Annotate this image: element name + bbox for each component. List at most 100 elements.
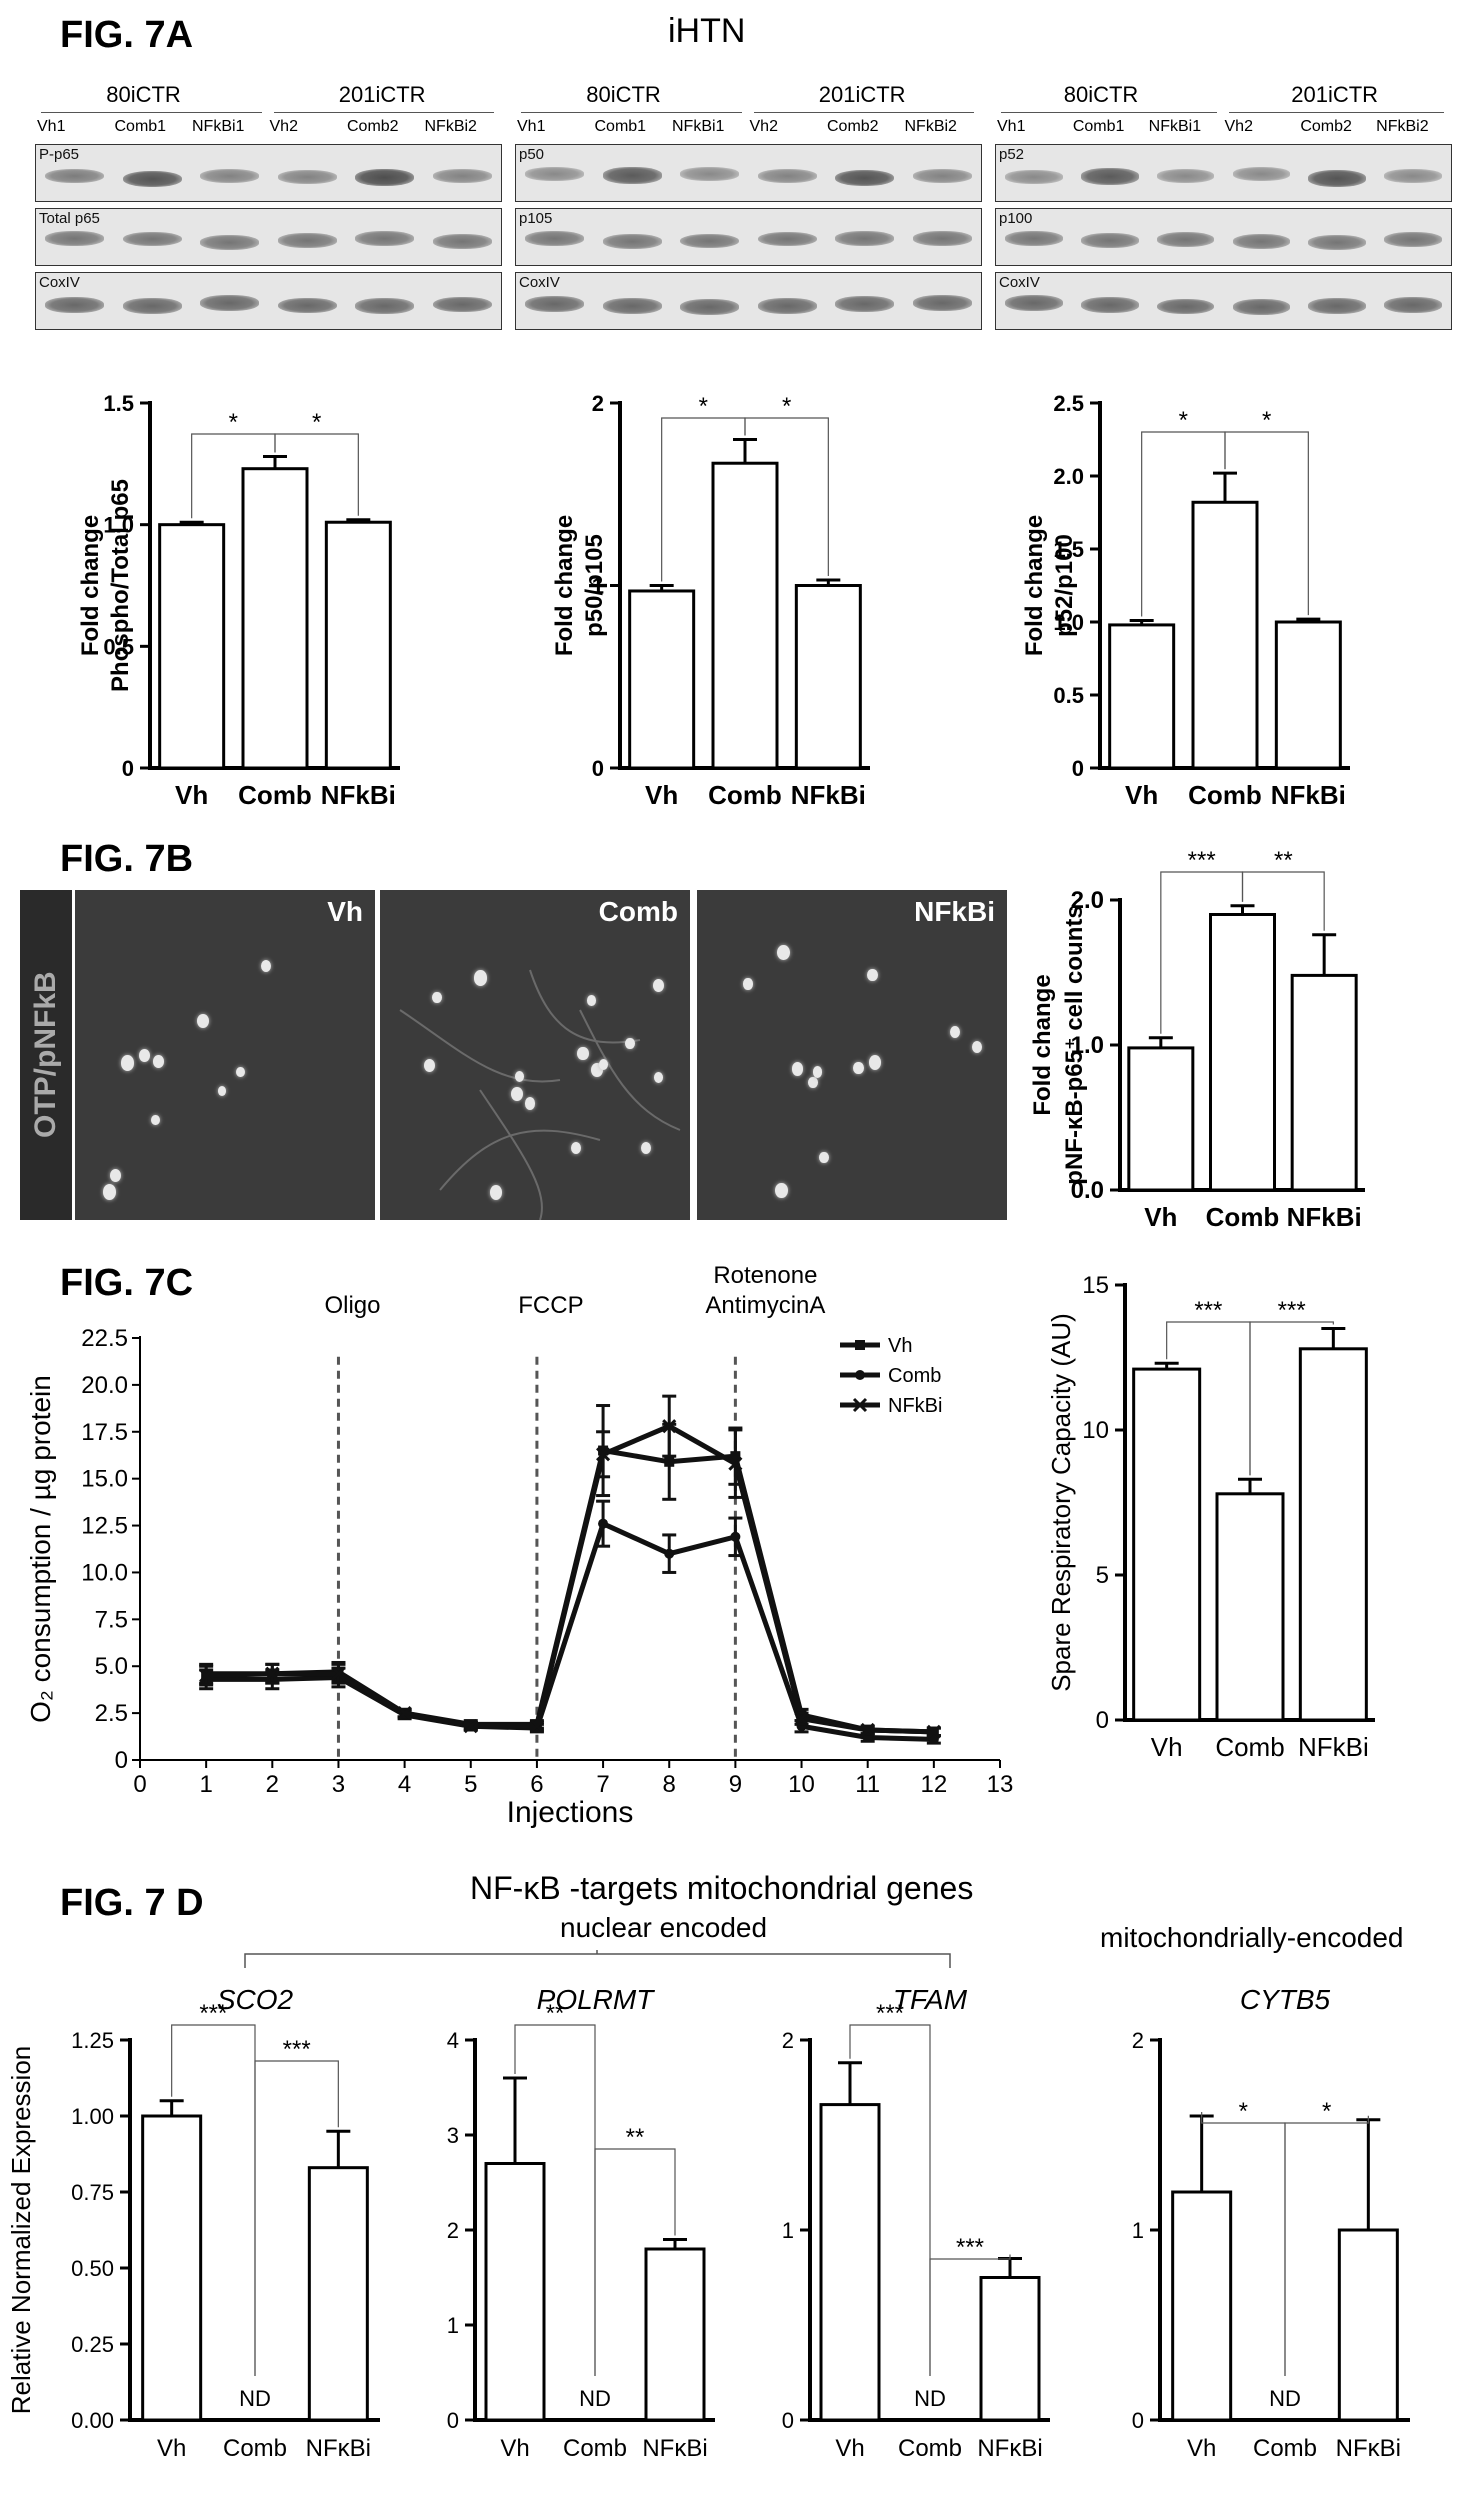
x-axis-label: Injections	[507, 1796, 634, 1829]
y-tick-label: 0	[447, 2408, 459, 2433]
y-tick-label: 1	[447, 2313, 459, 2338]
significance-bracket	[594, 2148, 676, 2376]
bar-Vh	[628, 589, 696, 770]
data-point-NFkBi	[199, 1668, 214, 1683]
y-axis-label: p50/p105	[581, 534, 608, 637]
blot-protein-label: Total p65	[39, 210, 100, 227]
blot-band	[1384, 297, 1442, 313]
stained-cell	[808, 1076, 818, 1089]
y-tick-label: 1	[592, 574, 604, 599]
y-tick-label: 1.25	[71, 2028, 114, 2053]
blot-lane-label: NFkBi2	[424, 118, 477, 135]
legend-label: NFkBi	[888, 1395, 942, 1417]
micrograph-nfkbi: NFkBi	[697, 890, 1007, 1220]
significance-label: *	[782, 393, 791, 420]
blot-group-underline	[1228, 112, 1444, 113]
blot-band	[1232, 234, 1291, 250]
y-tick-label: 1.0	[1071, 1032, 1104, 1059]
significance-label: *	[1179, 407, 1188, 434]
y-tick-label: 0	[1072, 756, 1084, 781]
stained-cell	[776, 944, 790, 961]
data-point-NFkBi	[926, 1724, 941, 1739]
blot-band	[432, 234, 492, 249]
injection-label: AntimycinA	[705, 1292, 825, 1319]
nd-label: ND	[579, 2386, 611, 2411]
y-tick-label: 1.5	[103, 391, 134, 416]
stained-cell	[653, 1071, 663, 1083]
blot-lane-label: Comb1	[594, 118, 647, 135]
x-tick-label: 10	[788, 1771, 815, 1798]
stained-cell	[598, 1058, 609, 1071]
blot-lane-label: Comb2	[827, 118, 879, 135]
blot-band	[355, 169, 415, 187]
blot-lane-label: Vh1	[517, 118, 546, 135]
y-tick-label: 0	[1096, 1707, 1109, 1734]
y-tick-label: 0	[122, 756, 134, 781]
x-category-label: Comb	[898, 2435, 962, 2462]
blot-group-underline	[41, 112, 262, 113]
fig-7c-label: FIG. 7C	[60, 1262, 194, 1304]
blot-band	[757, 231, 817, 247]
blot-lane-label: NFkBi1	[1148, 118, 1202, 135]
x-category-label: NFκBi	[977, 2435, 1042, 2462]
blot-lane-label: Vh2	[749, 118, 778, 135]
significance-label: ***	[1194, 1297, 1222, 1324]
y-axis-label: Relative Normalized Expression	[6, 2046, 36, 2414]
y-tick-label: 2	[592, 391, 604, 416]
significance-label: *	[1239, 2098, 1248, 2125]
stained-cell	[853, 1061, 864, 1074]
neurite	[399, 1009, 561, 1083]
x-category-label: Vh	[835, 2435, 864, 2462]
stained-cell	[949, 1026, 960, 1039]
bar-NFkBi	[324, 520, 392, 770]
y-tick-label: 0.00	[71, 2408, 114, 2433]
chart-spare-respiratory-capacity: 0 5 10 15 Vh Comb NFkBi *** *** Spare Respiratory…	[1046, 1272, 1375, 1762]
y-axis-label: Spare Respiratory Capacity (AU)	[1046, 1313, 1076, 1692]
western-blot-p50: 80iCTR 201iCTR Vh1 Comb1 NFkBi1 Vh2 Comb2 NFkBi…	[515, 82, 995, 337]
blot-band	[122, 170, 182, 188]
significance-bracket	[274, 433, 359, 516]
bar-Comb	[241, 467, 309, 770]
significance-label: ***	[283, 2036, 311, 2063]
stained-cell	[423, 1058, 435, 1072]
series-line-Comb	[206, 1520, 934, 1742]
y-tick-label: 0	[592, 756, 604, 781]
y-tick-label: 0	[782, 2408, 794, 2433]
stained-cell	[515, 1071, 525, 1083]
blot-band	[277, 170, 337, 185]
x-category-label: Vh	[1125, 780, 1158, 810]
fig-7a-title: iHTN	[668, 12, 746, 50]
significance-label: ***	[1278, 1297, 1306, 1324]
blot-lane-label: NFkBi2	[1376, 118, 1429, 135]
blot-band	[1156, 232, 1215, 247]
y-axis-label: Fold change	[1029, 974, 1056, 1115]
blot-protein-label: p105	[519, 210, 553, 227]
injection-label: Oligo	[324, 1292, 380, 1319]
blot-lane-label: Comb1	[114, 118, 167, 135]
data-point-NFkBi	[463, 1719, 478, 1734]
stained-cell	[775, 1182, 788, 1198]
bar-NFκBi	[307, 2166, 369, 2422]
y-tick-label: 0.0	[1071, 1177, 1104, 1204]
y-tick-label: 5.0	[95, 1653, 128, 1680]
bar-NFκBi	[979, 2276, 1041, 2422]
blot-protein-label: P-p65	[39, 146, 80, 163]
significance-bracket	[744, 417, 829, 577]
significance-label: *	[699, 393, 708, 420]
blot-lane-label: Vh1	[37, 118, 66, 135]
stained-cell	[570, 1141, 581, 1154]
blot-lane-label: Vh2	[1224, 118, 1253, 135]
blot-band	[602, 234, 662, 250]
x-category-label: Vh	[1144, 1202, 1177, 1232]
chart-title: SCO2	[217, 1984, 294, 2015]
y-tick-label: 2	[1132, 2028, 1144, 2053]
x-tick-label: 7	[596, 1771, 609, 1798]
stained-cell	[432, 991, 442, 1003]
micrograph-label: NFkBi	[914, 896, 995, 927]
stained-cell	[217, 1085, 227, 1097]
blot-band	[1308, 298, 1367, 314]
significance-bracket	[254, 2060, 339, 2376]
bar-Comb	[1191, 500, 1259, 770]
blot-strip: P-p65	[35, 144, 502, 202]
